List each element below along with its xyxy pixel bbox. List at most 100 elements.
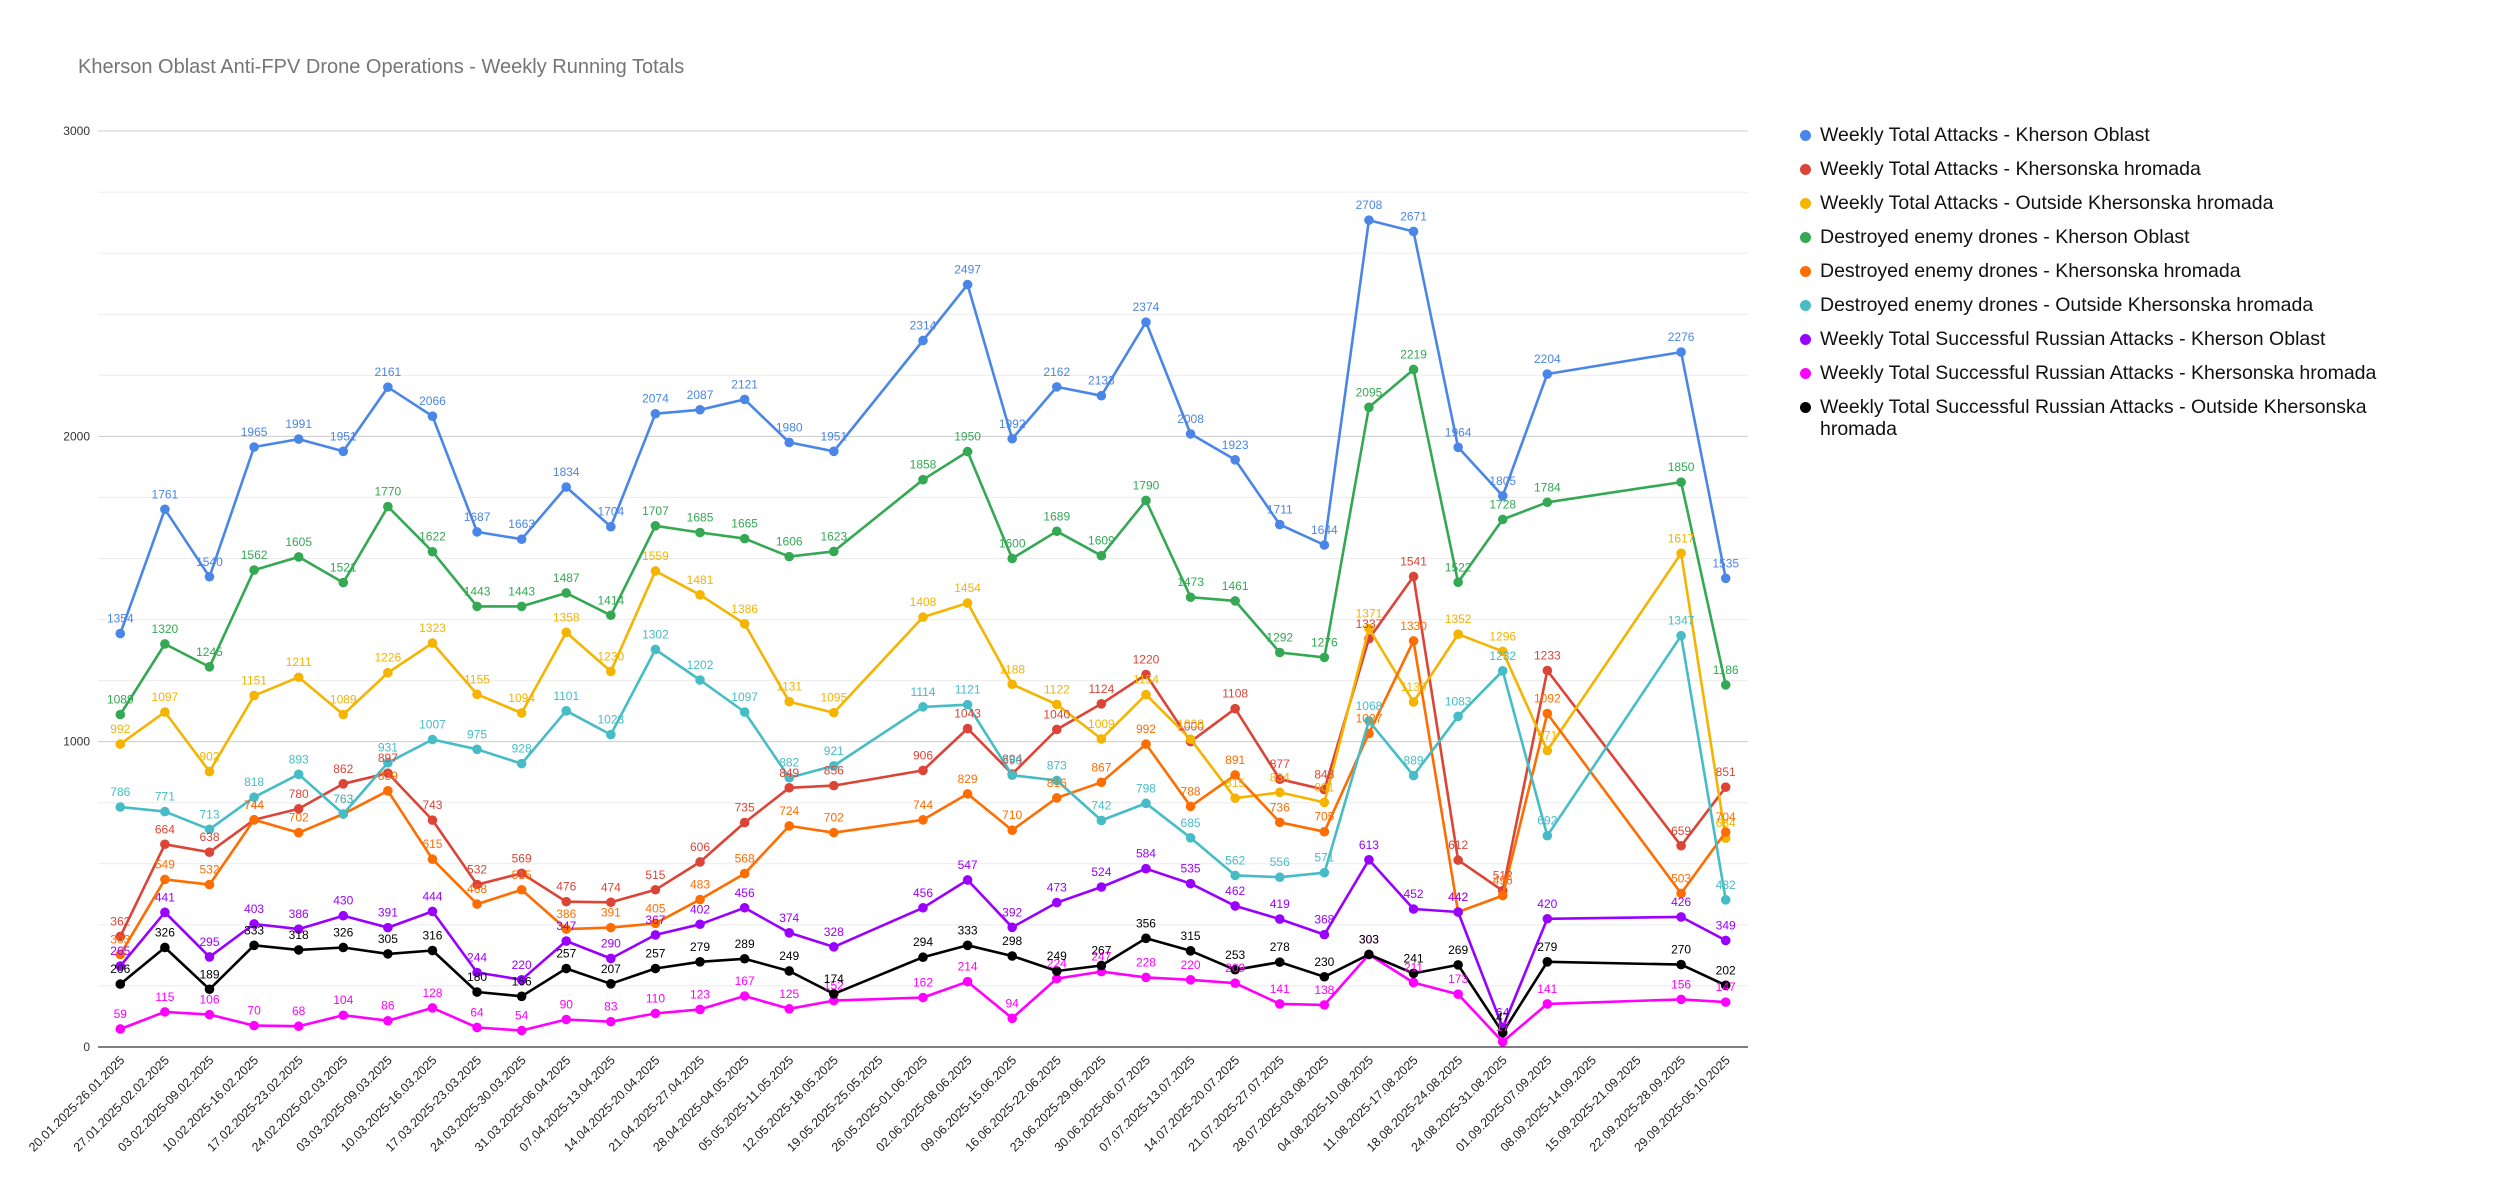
data-point xyxy=(427,815,438,825)
data-label: 1131 xyxy=(776,680,802,694)
data-label: 1689 xyxy=(1043,509,1070,523)
data-point xyxy=(427,546,438,557)
data-label: 1964 xyxy=(1445,425,1472,439)
data-point xyxy=(606,521,616,532)
data-point xyxy=(1051,793,1062,803)
data-point xyxy=(1676,630,1686,641)
data-label: 1094 xyxy=(508,691,535,705)
data-point xyxy=(962,723,973,734)
data-label: 318 xyxy=(289,928,309,942)
data-label: 482 xyxy=(1716,878,1736,892)
data-label: 906 xyxy=(913,748,933,762)
data-point xyxy=(1051,973,1062,984)
data-label: 419 xyxy=(1270,897,1290,911)
data-label: 125 xyxy=(779,987,799,1001)
data-label: 468 xyxy=(467,882,487,896)
data-point xyxy=(1230,870,1240,881)
data-label: 1358 xyxy=(553,610,580,624)
data-point xyxy=(115,739,126,749)
data-point xyxy=(1230,901,1240,911)
data-point xyxy=(516,868,527,879)
data-point xyxy=(1319,652,1330,663)
data-point xyxy=(1453,989,1463,999)
data-label: 230 xyxy=(1314,955,1334,969)
data-label: 1007 xyxy=(419,718,446,732)
data-point xyxy=(204,571,215,582)
data-label: 1562 xyxy=(241,548,268,562)
data-point xyxy=(1319,867,1330,878)
data-label: 1980 xyxy=(776,420,803,434)
data-point xyxy=(1497,1027,1508,1038)
data-point xyxy=(1141,863,1151,874)
data-point xyxy=(1720,680,1731,690)
data-point xyxy=(249,1020,259,1031)
data-point xyxy=(293,924,304,934)
data-label: 173 xyxy=(1448,972,1468,986)
data-point xyxy=(160,942,170,953)
data-label: 1202 xyxy=(687,658,714,672)
data-label: 710 xyxy=(1002,808,1022,822)
data-label: 206 xyxy=(110,962,130,976)
data-label: 2497 xyxy=(954,263,981,277)
data-point xyxy=(784,1004,795,1014)
legend-label: Destroyed enemy drones - Kherson Oblast xyxy=(1820,226,2190,248)
data-point xyxy=(1720,997,1731,1007)
data-label: 1461 xyxy=(1222,579,1249,593)
data-point xyxy=(1497,890,1508,901)
data-point xyxy=(1051,382,1062,392)
data-point xyxy=(160,874,170,885)
data-point xyxy=(1453,629,1463,639)
data-label: 763 xyxy=(333,792,353,806)
data-label: 1522 xyxy=(1445,560,1472,574)
data-point xyxy=(1364,402,1374,413)
data-label: 1965 xyxy=(241,425,268,439)
data-point xyxy=(249,690,259,701)
data-label: 1226 xyxy=(375,651,402,665)
data-point xyxy=(1096,960,1107,971)
data-label: 1233 xyxy=(1534,649,1561,663)
legend-item: Destroyed enemy drones - Outside Kherson… xyxy=(1800,294,2400,316)
data-label: 1000 xyxy=(1177,720,1204,734)
data-point xyxy=(1274,914,1285,924)
data-point xyxy=(293,672,304,683)
data-point xyxy=(739,394,750,405)
data-point xyxy=(1319,826,1330,837)
data-point xyxy=(1542,913,1553,924)
data-label: 110 xyxy=(646,991,665,1005)
data-label: 816 xyxy=(1047,776,1067,790)
data-label: 1414 xyxy=(597,593,624,607)
data-point xyxy=(1720,573,1731,584)
data-label: 889 xyxy=(1404,754,1424,768)
data-point xyxy=(784,772,795,783)
data-point xyxy=(516,708,527,718)
data-point xyxy=(650,520,661,531)
data-label: 928 xyxy=(512,742,532,756)
data-label: 584 xyxy=(1136,847,1156,861)
data-point xyxy=(1364,623,1374,634)
data-point xyxy=(695,404,705,415)
legend-label: Weekly Total Successful Russian Attacks … xyxy=(1820,328,2326,350)
data-point xyxy=(1319,797,1330,808)
data-label: 104 xyxy=(333,993,353,1007)
data-point xyxy=(1274,519,1285,530)
data-label: 873 xyxy=(1047,758,1067,772)
data-point xyxy=(1453,577,1463,588)
data-label: 638 xyxy=(199,830,219,844)
data-point xyxy=(606,922,616,933)
data-point xyxy=(1274,872,1285,883)
data-point xyxy=(829,827,839,838)
series-line xyxy=(119,552,1727,839)
data-label: 851 xyxy=(1716,765,1736,779)
data-point xyxy=(918,612,928,622)
data-label: 1188 xyxy=(999,662,1025,676)
data-point xyxy=(1319,929,1330,940)
data-label: 1151 xyxy=(241,674,267,688)
legend-swatch xyxy=(1800,232,1811,243)
data-label: 893 xyxy=(289,752,309,766)
data-point xyxy=(1408,636,1419,646)
data-label: 547 xyxy=(958,858,978,872)
data-label: 897 xyxy=(378,751,398,765)
data-label: 1386 xyxy=(731,602,758,616)
data-label: 2161 xyxy=(375,365,402,379)
data-labels: 1354176115401965199119512161206616871663… xyxy=(107,198,1739,1034)
